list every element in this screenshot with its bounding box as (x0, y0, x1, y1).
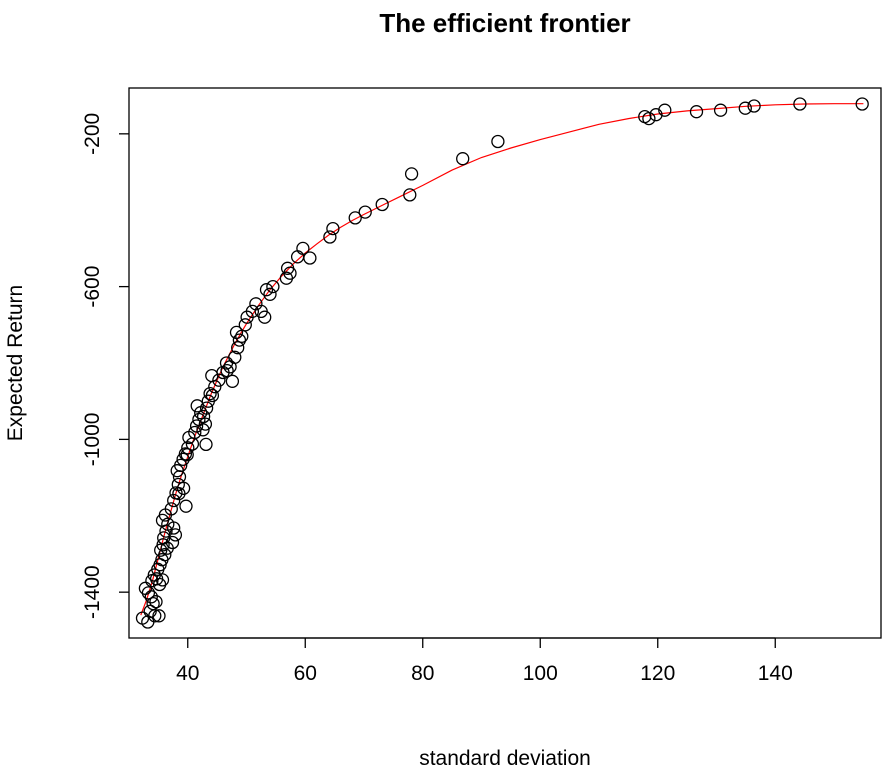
y-axis-title: Expected Return (4, 285, 27, 441)
y-tick-label: -600 (81, 266, 104, 308)
data-point (225, 374, 240, 388)
data-point (642, 111, 656, 126)
x-tick-label: 100 (523, 662, 558, 685)
data-point (220, 363, 234, 378)
data-point (152, 609, 166, 623)
data-point (793, 97, 807, 111)
data-point (149, 595, 163, 609)
data-point (208, 380, 222, 394)
y-axis: -1400 -1000 -600 -200 (81, 113, 129, 619)
data-point (158, 548, 172, 562)
y-tick-label: -1000 (81, 413, 104, 467)
data-point (259, 283, 274, 297)
data-point (358, 205, 372, 219)
x-tick-label: 140 (758, 662, 793, 685)
data-point (245, 304, 260, 319)
x-axis: 40 60 80 100 120 140 (176, 637, 793, 685)
data-point (174, 458, 188, 473)
x-tick-label: 120 (640, 662, 675, 685)
data-point (283, 266, 297, 280)
data-point (296, 241, 310, 256)
data-point (228, 350, 242, 364)
data-point (326, 221, 340, 236)
data-point (203, 386, 217, 401)
y-tick-label: -1400 (81, 565, 104, 619)
data-point (348, 211, 362, 225)
data-point (231, 341, 245, 355)
data-point (713, 103, 728, 117)
x-tick-label: 40 (176, 662, 199, 685)
data-point (199, 437, 213, 452)
data-point (649, 108, 663, 122)
data-point (658, 103, 672, 117)
data-point (179, 499, 193, 513)
data-point (404, 167, 419, 181)
data-point (198, 417, 213, 431)
data-point (196, 423, 210, 437)
data-point (738, 101, 752, 115)
data-point (855, 97, 869, 111)
data-points (135, 97, 869, 629)
data-point (456, 152, 470, 166)
data-point (238, 318, 252, 332)
data-point (143, 604, 157, 618)
data-point (188, 425, 202, 440)
chart-title: The efficient frontier (379, 8, 630, 38)
data-point (165, 535, 180, 550)
data-point (176, 481, 191, 495)
data-point (258, 310, 272, 324)
data-point (181, 441, 195, 455)
x-tick-label: 60 (294, 662, 317, 685)
data-point (689, 105, 704, 119)
data-point (205, 388, 220, 403)
data-point (196, 409, 211, 424)
data-point (155, 573, 170, 587)
data-point (747, 99, 761, 113)
data-point (190, 399, 204, 413)
data-point (323, 230, 337, 244)
data-point (144, 590, 158, 604)
data-point (199, 401, 214, 415)
x-tick-label: 80 (411, 662, 434, 685)
data-point (164, 502, 178, 516)
data-point (167, 521, 181, 535)
plot-frame (128, 87, 882, 639)
data-point (156, 538, 170, 552)
data-point (168, 528, 183, 542)
data-point (303, 251, 317, 265)
data-point (189, 419, 204, 433)
data-point (266, 279, 280, 294)
data-point (491, 134, 505, 149)
data-point (263, 287, 277, 301)
data-point (375, 197, 389, 212)
data-point (212, 373, 226, 387)
x-axis-title: standard deviation (419, 747, 591, 770)
data-point (180, 448, 194, 462)
y-tick-label: -200 (81, 113, 104, 155)
data-point (232, 333, 247, 347)
frontier-line (140, 103, 864, 616)
data-point (146, 596, 160, 611)
data-point (403, 188, 417, 202)
data-point (167, 493, 181, 508)
